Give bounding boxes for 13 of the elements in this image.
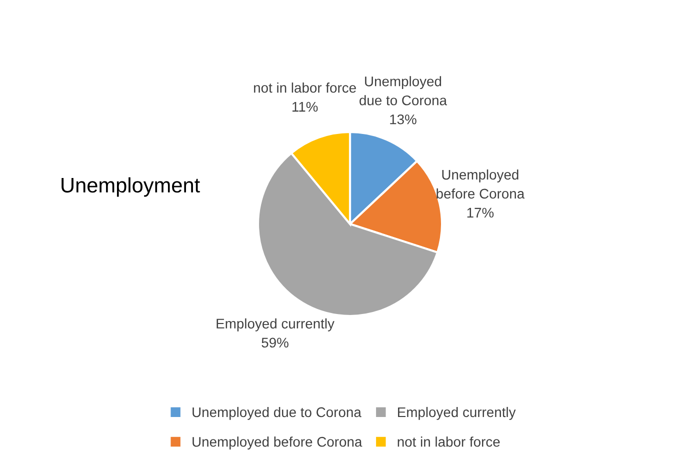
legend-label: Employed currently bbox=[398, 406, 516, 420]
slice-label: Unemployed due to Corona bbox=[360, 76, 447, 106]
data-label: 17% bbox=[467, 208, 494, 218]
legend-label: not in labor force bbox=[398, 436, 500, 447]
data-label: 13% bbox=[390, 114, 416, 124]
legend-label: Unemployed due to Corona bbox=[192, 406, 362, 420]
data-label: 59% bbox=[262, 338, 288, 348]
slice-label: Unemployed before Corona bbox=[436, 169, 525, 199]
slice-label: not in labor force bbox=[254, 82, 356, 93]
data-label: 11% bbox=[292, 102, 318, 112]
text: Unemployment bbox=[62, 177, 200, 197]
slice-label: Employed currently bbox=[216, 318, 334, 332]
legend-label: Unemployed before Corona bbox=[192, 436, 362, 450]
